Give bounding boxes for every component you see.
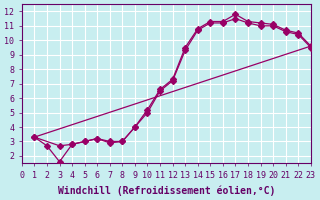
X-axis label: Windchill (Refroidissement éolien,°C): Windchill (Refroidissement éolien,°C) [58, 185, 275, 196]
